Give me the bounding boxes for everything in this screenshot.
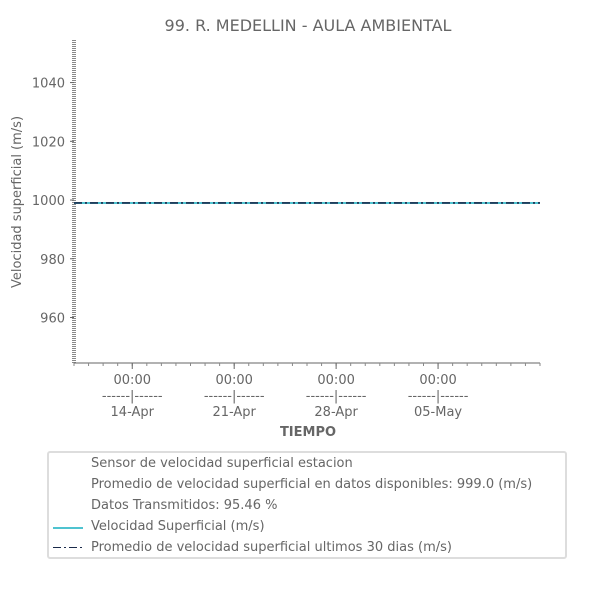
x-tick-label: 14-Apr <box>111 405 155 420</box>
y-axis: 960 980 1000 1020 1040 <box>32 40 76 363</box>
legend-info-transmitted: Datos Transmitidos: 95.46 % <box>49 497 565 518</box>
x-axis-label: TIEMPO <box>280 425 336 440</box>
legend-item-velocidad: Velocidad Superficial (m/s) <box>49 518 565 539</box>
x-tick-label: ------|------ <box>204 389 265 404</box>
x-tick-label: 00:00 <box>317 373 354 388</box>
legend-series-label: Velocidad Superficial (m/s) <box>91 519 265 534</box>
legend-info-text: Promedio de velocidad superficial en dat… <box>91 477 533 492</box>
legend-info-average: Promedio de velocidad superficial en dat… <box>49 476 565 497</box>
x-tick-label: 00:00 <box>419 373 456 388</box>
x-tick-label: ------|------ <box>408 389 469 404</box>
chart-title: 99. R. MEDELLIN - AULA AMBIENTAL <box>165 16 452 35</box>
legend-info-text: Sensor de velocidad superficial estacion <box>91 456 353 471</box>
y-tick-label: 980 <box>40 253 65 268</box>
y-axis-label: Velocidad superficial (m/s) <box>10 116 25 288</box>
y-tick-label: 1040 <box>32 77 65 92</box>
x-tick-label: ------|------ <box>306 389 367 404</box>
legend-series-label: Promedio de velocidad superficial ultimo… <box>91 540 452 555</box>
x-tick-label: 00:00 <box>114 373 151 388</box>
x-tick-label: ------|------ <box>102 389 163 404</box>
y-tick-label: 1000 <box>32 194 65 209</box>
x-tick-label: 28-Apr <box>314 405 358 420</box>
x-tick-label: 21-Apr <box>212 405 256 420</box>
legend: Sensor de velocidad superficial estacion… <box>47 451 567 559</box>
y-tick-label: 960 <box>40 311 65 326</box>
x-tick-label: 05-May <box>414 405 462 420</box>
legend-swatch-solid <box>53 527 83 529</box>
legend-item-promedio: Promedio de velocidad superficial ultimo… <box>49 539 565 560</box>
legend-swatch-dashdot <box>53 547 83 548</box>
y-tick-label: 1020 <box>32 135 65 150</box>
legend-info-text: Datos Transmitidos: 95.46 % <box>91 498 278 513</box>
x-tick-label: 00:00 <box>215 373 252 388</box>
legend-info-sensor: Sensor de velocidad superficial estacion <box>49 455 565 476</box>
x-axis: 00:00------|------14-Apr00:00------|----… <box>73 362 541 420</box>
